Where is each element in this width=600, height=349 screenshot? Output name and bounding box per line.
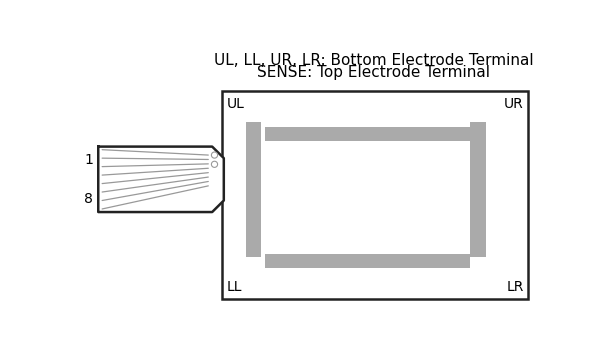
Bar — [245, 122, 261, 257]
Polygon shape — [98, 147, 224, 212]
Text: UL: UL — [227, 97, 245, 111]
Circle shape — [211, 152, 218, 158]
Text: LL: LL — [227, 280, 242, 294]
Bar — [265, 254, 470, 268]
Circle shape — [211, 161, 218, 168]
Bar — [265, 127, 470, 141]
Text: UR: UR — [504, 97, 524, 111]
Text: LR: LR — [506, 280, 524, 294]
Text: 1: 1 — [84, 154, 93, 168]
Text: 8: 8 — [84, 192, 93, 206]
Bar — [470, 122, 486, 257]
Bar — [222, 91, 529, 299]
Text: UL, LL, UR, LR: Bottom Electrode Terminal: UL, LL, UR, LR: Bottom Electrode Termina… — [214, 53, 533, 68]
Text: SENSE: Top Electrode Terminal: SENSE: Top Electrode Terminal — [257, 65, 490, 80]
